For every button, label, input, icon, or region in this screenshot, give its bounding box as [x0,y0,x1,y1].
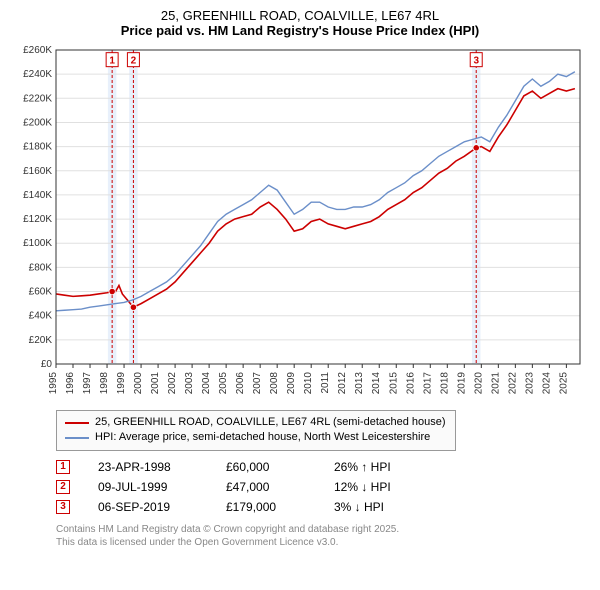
svg-text:2009: 2009 [286,372,297,395]
svg-text:2013: 2013 [354,372,365,395]
sale-delta: 26% ↑ HPI [334,460,434,474]
legend-swatch [65,437,89,439]
svg-text:2004: 2004 [201,372,212,395]
sale-date: 23-APR-1998 [98,460,198,474]
title-address: 25, GREENHILL ROAD, COALVILLE, LE67 4RL [10,8,590,23]
svg-text:1999: 1999 [116,372,127,395]
title-subtitle: Price paid vs. HM Land Registry's House … [10,23,590,38]
svg-text:£220K: £220K [23,93,52,104]
plot-area: £0 £20K £40K £60K £80K £100K £120K £140K £160K £1… [10,44,590,404]
svg-text:£80K: £80K [29,262,53,273]
svg-text:2000: 2000 [133,372,144,395]
svg-text:£0: £0 [41,359,53,370]
svg-text:2024: 2024 [541,372,552,395]
legend-label: HPI: Average price, semi-detached house,… [95,430,430,445]
sale-price: £47,000 [226,480,306,494]
svg-text:3: 3 [473,56,479,67]
svg-text:2001: 2001 [150,372,161,395]
sale-price: £179,000 [226,500,306,514]
sale-date: 06-SEP-2019 [98,500,198,514]
svg-text:2: 2 [131,56,137,67]
footer-line1: Contains HM Land Registry data © Crown c… [56,523,590,536]
legend: 25, GREENHILL ROAD, COALVILLE, LE67 4RL … [56,410,456,451]
chart-container: 25, GREENHILL ROAD, COALVILLE, LE67 4RL … [0,0,600,559]
svg-text:1998: 1998 [99,372,110,395]
svg-text:£20K: £20K [29,335,53,346]
svg-text:1997: 1997 [82,372,93,395]
svg-text:2019: 2019 [456,372,467,395]
svg-text:2016: 2016 [405,372,416,395]
svg-text:2021: 2021 [490,372,501,395]
svg-text:£200K: £200K [23,117,52,128]
svg-text:2014: 2014 [371,372,382,395]
svg-text:2011: 2011 [320,372,331,394]
sales-row: 1 23-APR-1998 £60,000 26% ↑ HPI [56,457,590,477]
svg-text:2025: 2025 [558,372,569,395]
svg-text:2012: 2012 [337,372,348,395]
line-chart-svg: £0 £20K £40K £60K £80K £100K £120K £140K £160K £1… [10,44,590,404]
svg-text:1: 1 [109,56,115,67]
sale-delta: 12% ↓ HPI [334,480,434,494]
sale-delta: 3% ↓ HPI [334,500,434,514]
svg-text:£40K: £40K [29,311,53,322]
svg-text:1995: 1995 [48,372,59,395]
svg-text:2020: 2020 [473,372,484,395]
svg-text:2007: 2007 [252,372,263,395]
sale-marker: 3 [56,500,70,514]
svg-text:2018: 2018 [439,372,450,395]
svg-text:£160K: £160K [23,166,52,177]
svg-text:£180K: £180K [23,142,52,153]
sale-marker: 1 [56,460,70,474]
footer-line2: This data is licensed under the Open Gov… [56,536,590,549]
sale-date: 09-JUL-1999 [98,480,198,494]
svg-text:2010: 2010 [303,372,314,395]
title-block: 25, GREENHILL ROAD, COALVILLE, LE67 4RL … [10,8,590,38]
legend-row: 25, GREENHILL ROAD, COALVILLE, LE67 4RL … [65,415,447,430]
legend-row: HPI: Average price, semi-detached house,… [65,430,447,445]
footer-note: Contains HM Land Registry data © Crown c… [56,523,590,549]
svg-text:£60K: £60K [29,287,53,298]
svg-text:£260K: £260K [23,45,52,56]
svg-text:£100K: £100K [23,238,52,249]
svg-text:£140K: £140K [23,190,52,201]
sales-row: 2 09-JUL-1999 £47,000 12% ↓ HPI [56,477,590,497]
legend-label: 25, GREENHILL ROAD, COALVILLE, LE67 4RL … [95,415,446,430]
svg-text:1996: 1996 [65,372,76,395]
sale-price: £60,000 [226,460,306,474]
svg-text:2005: 2005 [218,372,229,395]
svg-text:£120K: £120K [23,214,52,225]
svg-text:2003: 2003 [184,372,195,395]
svg-text:2022: 2022 [507,372,518,395]
svg-text:2015: 2015 [388,372,399,395]
svg-text:2017: 2017 [422,372,433,395]
legend-swatch [65,422,89,424]
sale-marker: 2 [56,480,70,494]
sales-row: 3 06-SEP-2019 £179,000 3% ↓ HPI [56,497,590,517]
sales-table: 1 23-APR-1998 £60,000 26% ↑ HPI 2 09-JUL-1999… [56,457,590,517]
svg-text:2002: 2002 [167,372,178,395]
svg-text:2023: 2023 [524,372,535,395]
svg-text:2008: 2008 [269,372,280,395]
svg-text:£240K: £240K [23,69,52,80]
svg-text:2006: 2006 [235,372,246,395]
